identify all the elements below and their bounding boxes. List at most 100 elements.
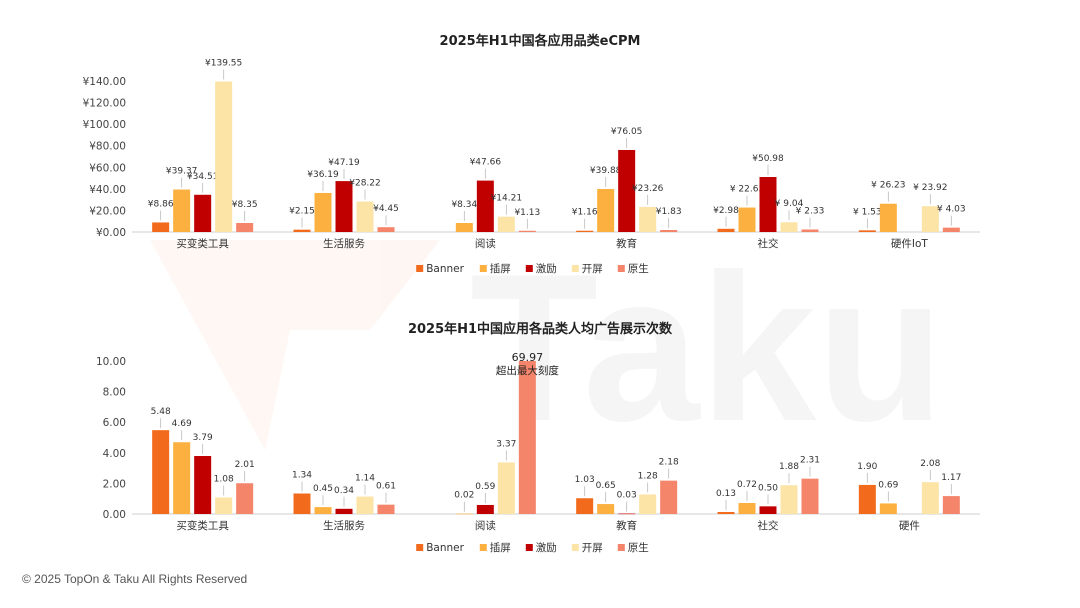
data-label: ¥1.83: [656, 207, 682, 217]
bar: [660, 480, 678, 514]
data-label: 1.14: [355, 474, 375, 484]
bar: [879, 503, 897, 514]
bar: [576, 230, 594, 232]
bar: [335, 181, 353, 232]
data-label: ¥36.19: [307, 170, 339, 180]
category-label: 教育: [616, 237, 637, 250]
data-label: 4.69: [172, 419, 192, 429]
bar: [335, 508, 353, 514]
y-tick-label: ¥60.00: [89, 162, 126, 174]
data-label: 2.08: [920, 459, 940, 469]
bar: [576, 498, 594, 514]
category-label: 生活服务: [323, 237, 365, 250]
category-label: 社交: [758, 237, 779, 250]
data-label: ¥2.15: [289, 207, 315, 217]
data-label: 1.90: [857, 462, 877, 472]
data-label: ¥47.19: [328, 158, 360, 168]
bar: [801, 478, 819, 514]
chart-legend: Banner 插屏 激励 开屏 原生: [416, 262, 649, 275]
taku-watermark: Taku: [150, 230, 945, 465]
bar: [356, 496, 374, 514]
legend-label: 激励: [536, 262, 557, 275]
y-tick-label: ¥0.00: [96, 227, 126, 239]
legend-swatch: [416, 544, 424, 551]
copyright-footer: © 2025 TopOn & Taku All Rights Reserved: [22, 572, 248, 586]
data-label: ¥ 22.65: [730, 185, 764, 195]
data-label: 0.34: [334, 486, 354, 496]
bar: [194, 456, 212, 514]
y-tick-label: 0.00: [103, 509, 126, 521]
data-label: 3.79: [193, 433, 213, 443]
legend-label: 开屏: [582, 542, 603, 554]
bar: [152, 222, 170, 232]
data-label: ¥8.86: [148, 199, 174, 209]
bar: [194, 194, 212, 232]
y-tick-label: ¥120.00: [83, 98, 126, 110]
bar: [455, 513, 473, 515]
data-label: ¥23.26: [632, 184, 664, 194]
category-label: 硬件IoT: [891, 238, 929, 250]
data-label: ¥2.98: [713, 206, 739, 216]
bar: [455, 223, 473, 232]
bar: [921, 206, 939, 232]
legend-label: 开屏: [582, 263, 603, 275]
legend-label: Banner: [426, 263, 464, 275]
data-label: 0.13: [716, 489, 736, 499]
y-tick-label: 8.00: [103, 387, 126, 399]
data-label: ¥4.45: [373, 204, 399, 214]
data-label: 1.08: [214, 474, 234, 484]
data-label: 0.50: [758, 483, 778, 493]
bar: [314, 192, 332, 232]
data-label: 1.34: [292, 470, 312, 480]
data-label: 1.03: [575, 475, 595, 485]
data-label: 0.59: [475, 482, 495, 492]
bar: [780, 485, 798, 514]
bar: [356, 201, 374, 232]
category-label: 生活服务: [323, 519, 365, 532]
data-label: ¥34.51: [187, 172, 219, 182]
bar: [717, 228, 735, 232]
data-label: 0.02: [454, 491, 474, 501]
legend-swatch: [571, 544, 579, 551]
data-label: 1.17: [941, 473, 961, 483]
taku-logo-mark: [150, 240, 440, 450]
y-tick-label: ¥80.00: [89, 141, 126, 153]
bar: [497, 216, 515, 232]
data-label: ¥ 9.04: [775, 199, 804, 209]
data-label: 0.45: [313, 484, 333, 494]
category-label: 硬件: [899, 520, 920, 532]
bar: [173, 442, 191, 514]
bar: [801, 229, 819, 232]
data-label: 0.03: [617, 491, 637, 501]
legend-label: Banner: [426, 542, 464, 554]
bar: [293, 493, 311, 514]
data-label: ¥8.34: [451, 200, 477, 210]
bar: [236, 222, 254, 232]
bar: [879, 203, 897, 232]
category-label: 教育: [616, 519, 637, 532]
data-label: 2.18: [659, 458, 679, 468]
bar: [597, 188, 615, 232]
legend-label: 原生: [628, 262, 649, 275]
data-label: 1.88: [779, 462, 799, 472]
data-label: ¥139.55: [205, 58, 242, 68]
bar: [152, 430, 170, 514]
bar: [293, 229, 311, 232]
data-label: ¥14.21: [491, 194, 523, 204]
y-tick-label: ¥20.00: [89, 205, 126, 217]
data-label: ¥ 4.03: [937, 205, 966, 215]
legend-label: 插屏: [490, 262, 511, 275]
y-tick-label: ¥140.00: [83, 76, 126, 88]
data-label: ¥ 2.33: [796, 206, 825, 216]
legend-swatch: [571, 265, 579, 272]
bar: [476, 180, 494, 232]
bar: [518, 230, 536, 232]
ecpm-chart: 2025年H1中国各应用品类eCPM ¥0.00 ¥20.00 ¥40.00 ¥60.0…: [83, 33, 980, 275]
y-tick-label: ¥100.00: [83, 119, 126, 131]
bar: [173, 189, 191, 232]
y-tick-label: ¥40.00: [89, 184, 126, 196]
bar: [759, 506, 777, 514]
data-label: ¥8.35: [232, 200, 258, 210]
bar: [314, 507, 332, 514]
